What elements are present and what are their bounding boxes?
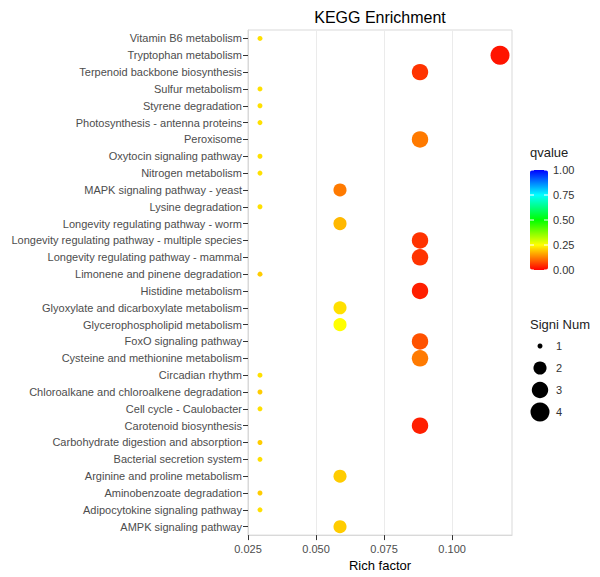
svg-text:0.100: 0.100 [438, 543, 466, 555]
svg-text:FoxO signaling pathway: FoxO signaling pathway [125, 335, 243, 347]
svg-text:Cysteine and methionine metabo: Cysteine and methionine metabolism [62, 352, 242, 364]
svg-text:Longevity regulating pathway -: Longevity regulating pathway - mammal [48, 251, 242, 263]
svg-text:Vitamin B6 metabolism: Vitamin B6 metabolism [130, 32, 242, 44]
svg-text:Oxytocin signaling pathway: Oxytocin signaling pathway [109, 150, 243, 162]
svg-text:1: 1 [556, 340, 562, 352]
svg-text:Rich factor: Rich factor [349, 558, 412, 573]
svg-text:0.075: 0.075 [370, 543, 398, 555]
svg-text:Histidine metabolism: Histidine metabolism [141, 285, 242, 297]
svg-text:Arginine and proline metabolis: Arginine and proline metabolism [85, 470, 242, 482]
svg-text:2: 2 [556, 362, 562, 374]
svg-text:Aminobenzoate degradation: Aminobenzoate degradation [104, 487, 242, 499]
svg-text:AMPK signaling pathway: AMPK signaling pathway [120, 521, 242, 533]
svg-text:4: 4 [556, 406, 562, 418]
svg-text:Photosynthesis - antenna prote: Photosynthesis - antenna proteins [76, 117, 243, 129]
svg-text:0.25: 0.25 [553, 239, 574, 251]
svg-text:Carotenoid biosynthesis: Carotenoid biosynthesis [125, 420, 243, 432]
svg-text:Glycerophospholipid metabolism: Glycerophospholipid metabolism [83, 319, 242, 331]
svg-text:Lysine degradation: Lysine degradation [149, 201, 242, 213]
svg-text:Terpenoid backbone biosynthesi: Terpenoid backbone biosynthesis [79, 66, 242, 78]
svg-text:Cell cycle - Caulobacter: Cell cycle - Caulobacter [126, 403, 242, 415]
svg-text:qvalue: qvalue [530, 145, 568, 160]
svg-text:1.00: 1.00 [553, 164, 574, 176]
svg-text:Circadian rhythm: Circadian rhythm [159, 369, 242, 381]
svg-text:Adipocytokine signaling pathwa: Adipocytokine signaling pathway [83, 504, 242, 516]
svg-text:0.050: 0.050 [302, 543, 330, 555]
svg-text:MAPK signaling pathway - yeast: MAPK signaling pathway - yeast [84, 184, 242, 196]
svg-text:0.75: 0.75 [553, 189, 574, 201]
svg-text:Nitrogen metabolism: Nitrogen metabolism [141, 167, 242, 179]
svg-text:3: 3 [556, 384, 562, 396]
svg-text:Styrene degradation: Styrene degradation [143, 100, 242, 112]
svg-text:Signi Num: Signi Num [530, 317, 590, 332]
svg-text:0.00: 0.00 [553, 264, 574, 276]
svg-text:0.50: 0.50 [553, 214, 574, 226]
svg-text:Glyoxylate and dicarboxylate m: Glyoxylate and dicarboxylate metabolism [42, 302, 242, 314]
svg-text:Chloroalkane and chloroalkene: Chloroalkane and chloroalkene degradatio… [29, 386, 242, 398]
svg-text:Sulfur metabolism: Sulfur metabolism [154, 83, 242, 95]
svg-text:Longevity regulating pathway -: Longevity regulating pathway - worm [63, 218, 242, 230]
svg-text:Carbohydrate digestion and abs: Carbohydrate digestion and absorption [52, 436, 242, 448]
svg-text:Peroxisome: Peroxisome [184, 133, 242, 145]
svg-text:Bacterial secretion system: Bacterial secretion system [114, 453, 242, 465]
svg-text:KEGG Enrichment: KEGG Enrichment [314, 9, 446, 26]
svg-text:Tryptophan metabolism: Tryptophan metabolism [127, 49, 242, 61]
svg-text:Limonene and pinene degradatio: Limonene and pinene degradation [75, 268, 242, 280]
svg-text:Longevity regulating pathway -: Longevity regulating pathway - multiple … [11, 234, 242, 246]
svg-text:0.025: 0.025 [234, 543, 262, 555]
